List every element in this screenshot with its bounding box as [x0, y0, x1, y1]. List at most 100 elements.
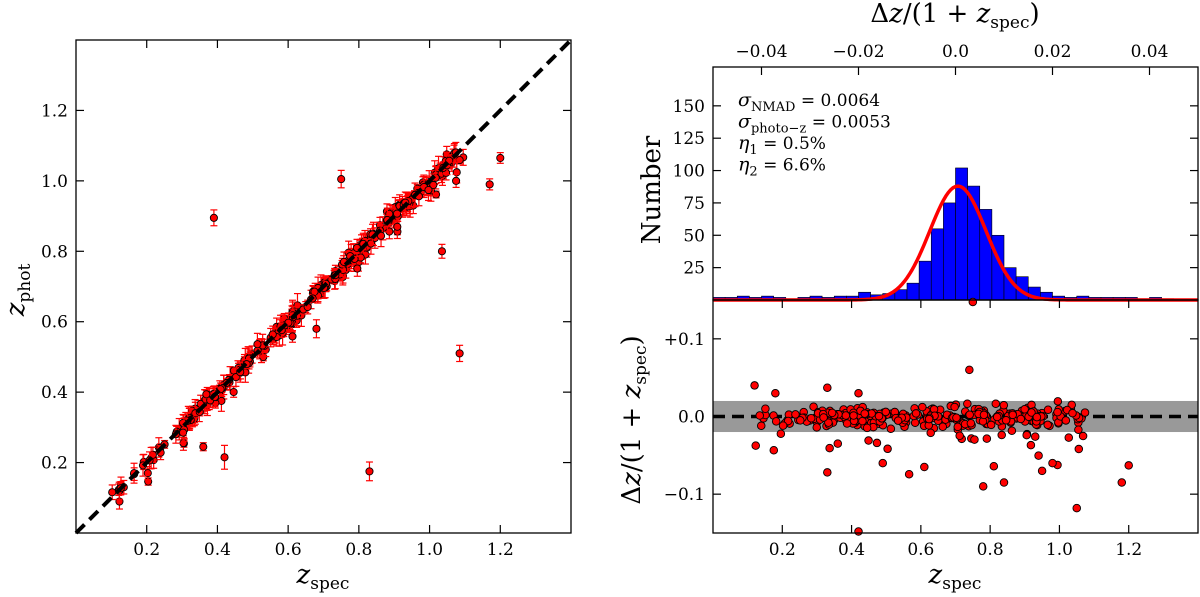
residual-point: [1080, 408, 1090, 417]
residual-point: [883, 444, 892, 454]
residual-point: [970, 435, 979, 444]
residual-point: [771, 417, 781, 426]
y-tick-label: 0.2: [41, 454, 68, 474]
residual-point: [893, 416, 903, 425]
residual-point: [992, 412, 1002, 422]
left-y-ticks: 0.2 0.4 0.6 0.8 1.0 1.2: [41, 101, 571, 474]
residual-point: [750, 381, 759, 390]
residual-point: [769, 446, 779, 455]
top-x-tick-label: 0.02: [1034, 42, 1072, 62]
left-axes-frame: [75, 39, 572, 534]
residual-point: [1007, 426, 1017, 435]
residual-point: [918, 402, 927, 412]
top-x-tick-label: 0.0: [942, 42, 969, 62]
statistic-annotation: η1 = 0.5%: [738, 132, 826, 158]
residual-point: [771, 388, 780, 398]
histogram-bar: [906, 282, 920, 301]
residual-point: [1053, 397, 1063, 406]
histogram-y-ticks: 25 50 75 100 125 150: [673, 97, 1198, 279]
residual-point: [824, 418, 833, 427]
y-tick-label: 1.0: [41, 172, 68, 192]
data-point: [455, 349, 464, 358]
residual-point: [920, 462, 929, 472]
residual-point: [1032, 412, 1042, 422]
histogram-bar: [930, 228, 944, 301]
residual-point: [979, 410, 989, 420]
data-point: [312, 324, 321, 333]
residual-point: [1068, 408, 1077, 418]
residual-point: [778, 421, 788, 430]
data-point: [353, 264, 362, 273]
residual-point: [982, 434, 992, 443]
residual-point: [809, 402, 818, 411]
residual-point: [806, 413, 816, 423]
data-point: [485, 180, 494, 189]
top-x-tick-label: 0.04: [1131, 42, 1169, 62]
residual-point: [950, 402, 959, 412]
residual-point: [1074, 425, 1083, 434]
residual-point: [860, 409, 869, 418]
residual-point: [827, 408, 837, 418]
residual-point: [1008, 410, 1017, 420]
residual-point: [1022, 430, 1031, 440]
data-point: [496, 153, 505, 163]
residual-point: [1034, 451, 1043, 460]
residual-point: [825, 443, 834, 453]
data-point: [199, 442, 208, 451]
residual-point: [1027, 408, 1036, 417]
residual-point: [1016, 414, 1026, 424]
residual-point: [761, 404, 770, 414]
residual-point: [1061, 416, 1071, 425]
residual-point: [997, 430, 1006, 440]
residual-point: [751, 441, 760, 450]
residual-point: [1072, 503, 1081, 513]
data-point: [366, 239, 376, 248]
residual-point: [755, 411, 764, 420]
residual-y-ticks: +0.1 0.0 −0.1: [664, 330, 1198, 505]
data-point: [376, 231, 386, 240]
residual-point: [849, 411, 858, 420]
x-tick-label: 1.0: [1046, 540, 1073, 560]
histogram-bars: [712, 167, 1175, 301]
residual-point: [833, 439, 843, 448]
y-tick-label: 25: [683, 259, 705, 279]
x-tick-label: 0.8: [977, 540, 1004, 560]
y-tick-label: 0.8: [41, 242, 68, 262]
residual-point: [812, 423, 821, 432]
residual-point: [823, 383, 832, 393]
y-tick-label: 50: [683, 226, 705, 246]
residual-point: [953, 422, 962, 432]
residual-point: [991, 399, 1001, 409]
residual-point: [966, 418, 976, 428]
statistic-annotation: η2 = 6.6%: [738, 154, 826, 180]
data-point: [229, 387, 238, 397]
residual-point: [1001, 415, 1011, 425]
residual-point: [955, 431, 964, 441]
histogram-panel: 25 50 75 100 125 150 −0.04 −0.02 0.0 0.02 0.04 Δz…: [637, 0, 1199, 302]
data-point: [143, 469, 152, 478]
y-tick-label: 125: [673, 129, 705, 149]
residual-point: [963, 399, 972, 408]
residual-point: [854, 388, 863, 398]
histogram-bar: [943, 202, 956, 301]
residual-point: [968, 297, 978, 307]
x-tick-label: 0.4: [204, 540, 231, 560]
histogram-bar: [918, 260, 932, 301]
one-to-one-line: [74, 38, 573, 535]
data-point: [288, 332, 297, 341]
data-point: [424, 185, 433, 195]
residual-point: [776, 429, 786, 439]
left-scatter-points: [108, 141, 505, 510]
x-tick-label: 0.4: [838, 540, 865, 560]
data-point: [429, 180, 438, 190]
y-tick-label: 75: [683, 194, 705, 214]
y-tick-label: 0.6: [41, 313, 68, 333]
residual-scatter-points: [750, 297, 1133, 536]
y-tick-label: 0.0: [678, 408, 705, 428]
residual-x-axis-label: zspec: [928, 560, 982, 594]
y-tick-label: 1.2: [41, 101, 68, 121]
residual-point: [1020, 405, 1029, 414]
residual-point: [1043, 420, 1052, 430]
residual-point: [864, 436, 873, 445]
residual-point: [881, 407, 890, 417]
